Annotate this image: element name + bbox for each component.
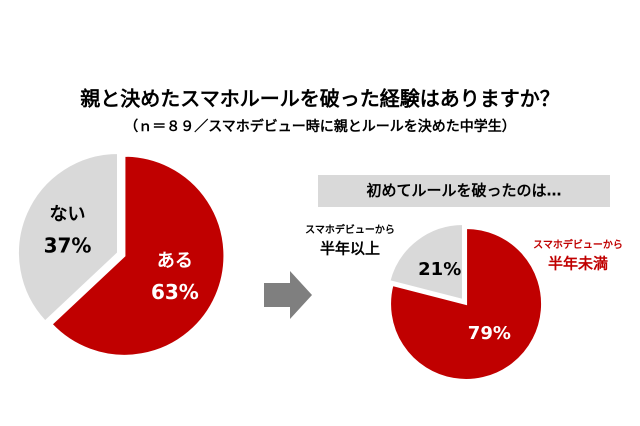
- pie-slice: [389, 226, 543, 381]
- pie-slice: [17, 151, 119, 323]
- value-label: 37%: [44, 234, 92, 258]
- slice-label: ない: [50, 204, 86, 225]
- category-prefix: スマホデビューから: [533, 238, 623, 251]
- category-prefix: スマホデビューから: [305, 223, 395, 236]
- slice-label: ある: [157, 251, 193, 272]
- arrow: [264, 271, 312, 319]
- value-label: 21%: [418, 259, 461, 280]
- main-title: 親と決めたスマホルールを破った経験はありますか？: [80, 87, 559, 111]
- value-label: 79%: [468, 323, 511, 344]
- subtitle: （ｎ＝８９／スマホデビュー時に親とルールを決めた中学生）: [124, 118, 516, 135]
- value-label: 63%: [151, 280, 199, 304]
- pie-slice: [388, 222, 464, 302]
- chart-title: 初めてルールを破ったのは…: [366, 182, 561, 200]
- category-label: 半年以上: [320, 240, 380, 258]
- category-label: 半年未満: [548, 255, 608, 273]
- pie-slice: [50, 154, 226, 357]
- header-box: [318, 175, 610, 207]
